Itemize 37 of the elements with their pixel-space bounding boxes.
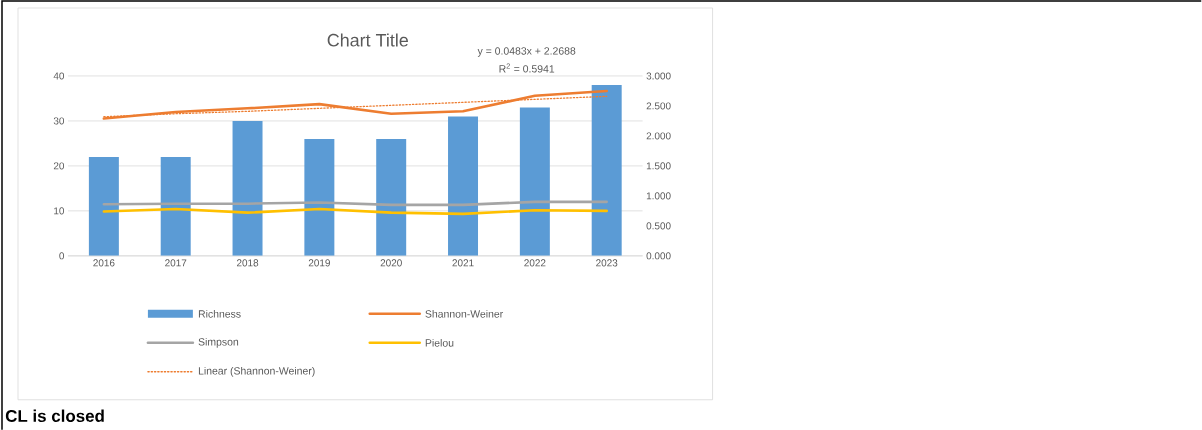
y2-tick-label: 3.000 xyxy=(646,72,671,80)
text: y = 0.0483x + 2.2688 xyxy=(477,47,576,57)
legend-label: Shannon-Weiner xyxy=(425,309,504,318)
y-tick-label: 40 xyxy=(53,72,65,80)
x-tick-label: 2017 xyxy=(165,259,187,267)
y-tick-label: 30 xyxy=(53,117,65,125)
bar xyxy=(376,138,407,256)
x-tick-label: 2022 xyxy=(524,259,546,267)
y-tick-label: 20 xyxy=(53,162,65,170)
y2-tick-label: 1.000 xyxy=(646,192,671,200)
y2-tick-label: 2.000 xyxy=(646,132,671,140)
text: CL is closed xyxy=(5,409,104,422)
bar xyxy=(448,116,479,256)
bar xyxy=(160,156,191,256)
y2-tick-label: 2.500 xyxy=(646,102,671,110)
x-tick-label: 2021 xyxy=(452,259,474,267)
bar xyxy=(519,107,550,256)
chart-title: Chart Title xyxy=(327,33,408,47)
bar xyxy=(88,156,119,256)
y-tick-label: 0 xyxy=(59,252,65,260)
legend-label: Linear (Shannon-Weiner) xyxy=(198,366,315,377)
bar xyxy=(591,84,622,256)
legend-label: Richness xyxy=(198,309,241,318)
legend-label: Simpson xyxy=(198,337,239,348)
x-tick-label: 2018 xyxy=(236,259,259,267)
legend-label: Pielou xyxy=(425,338,454,347)
bar xyxy=(232,120,263,256)
x-tick-label: 2023 xyxy=(596,259,618,267)
y2-tick-label: 0.500 xyxy=(646,222,671,230)
y2-tick-label: 0.000 xyxy=(646,252,671,260)
x-tick-label: 2020 xyxy=(380,259,402,267)
y2-tick-label: 1.500 xyxy=(646,162,671,170)
bar xyxy=(304,138,335,256)
y-tick-label: 10 xyxy=(54,207,65,215)
text: R$^{2}$ = 0.5941 xyxy=(499,63,555,73)
x-tick-label: 2016 xyxy=(93,259,115,267)
x-tick-label: 2019 xyxy=(308,259,330,267)
